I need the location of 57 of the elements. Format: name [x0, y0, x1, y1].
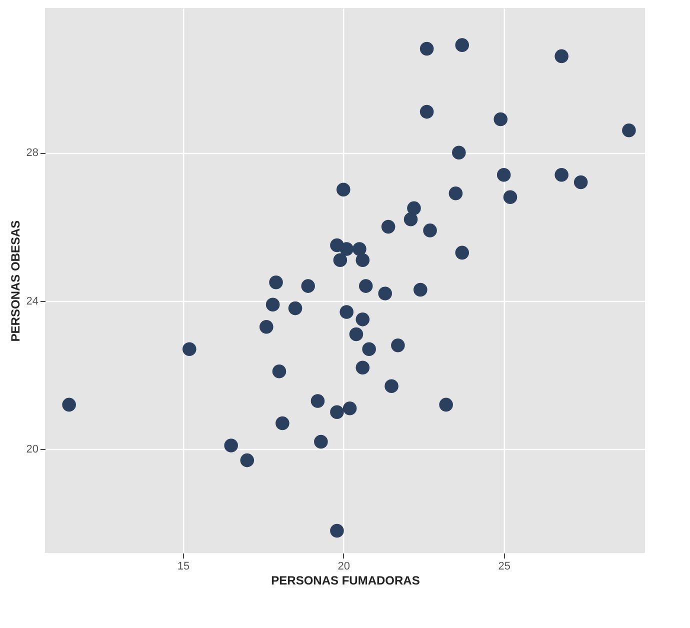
y-tick-label: 28 [26, 147, 38, 160]
point [554, 168, 568, 182]
point [381, 220, 396, 234]
point [314, 434, 328, 449]
point [494, 112, 508, 126]
point [439, 398, 453, 412]
x-tick-label: 20 [338, 560, 350, 572]
point [423, 224, 437, 238]
point [356, 360, 370, 375]
point [340, 305, 354, 319]
point [496, 168, 511, 182]
point [330, 524, 344, 538]
point [384, 379, 398, 394]
x-tick-label: 25 [498, 560, 510, 572]
point [272, 364, 286, 378]
x-tick-label: 15 [177, 560, 190, 572]
point [554, 49, 568, 64]
point [448, 186, 463, 200]
y-tick-label: 20 [26, 444, 38, 456]
point [342, 402, 357, 416]
point [356, 253, 370, 267]
point [62, 398, 76, 412]
point [301, 279, 315, 293]
point [269, 275, 283, 290]
point [260, 320, 274, 334]
point [356, 312, 370, 326]
point [288, 301, 302, 316]
point [452, 146, 466, 160]
point [404, 212, 418, 226]
point [622, 123, 636, 138]
point [503, 190, 518, 204]
point [333, 253, 348, 267]
point [330, 405, 344, 419]
point [310, 394, 325, 408]
point [414, 282, 428, 297]
point [182, 342, 196, 356]
point [340, 242, 354, 256]
point [407, 201, 421, 216]
y-tick-label: 24 [26, 295, 38, 308]
point [378, 286, 392, 300]
point [224, 438, 238, 452]
point [420, 104, 434, 119]
point [352, 242, 366, 256]
y-axis-title: PERSONAS OBESAS [8, 220, 22, 342]
point [362, 342, 376, 356]
point [391, 338, 405, 352]
point [266, 298, 280, 312]
point [574, 175, 588, 190]
point [420, 42, 434, 56]
point [358, 279, 373, 293]
point [349, 327, 364, 342]
point [276, 416, 290, 430]
point [336, 182, 350, 197]
point [455, 38, 470, 52]
point [455, 246, 470, 260]
x-axis-title: PERSONAS FUMADORAS [271, 574, 420, 588]
point [240, 453, 254, 468]
